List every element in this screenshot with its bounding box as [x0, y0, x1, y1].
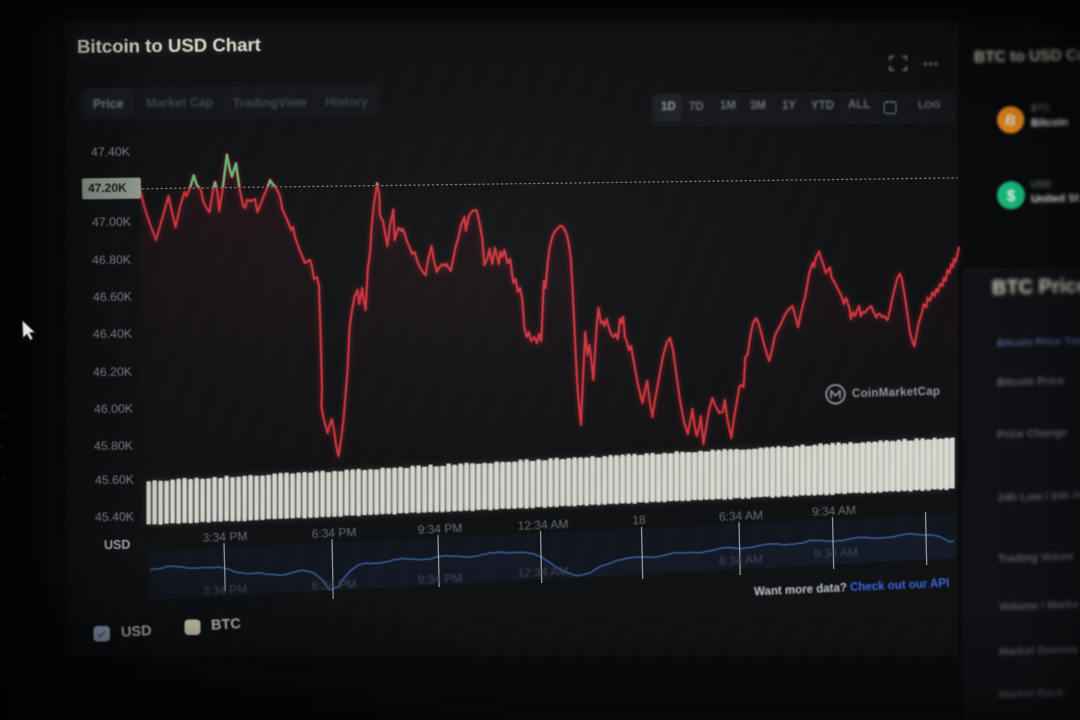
- svg-text:$: $: [1007, 188, 1016, 205]
